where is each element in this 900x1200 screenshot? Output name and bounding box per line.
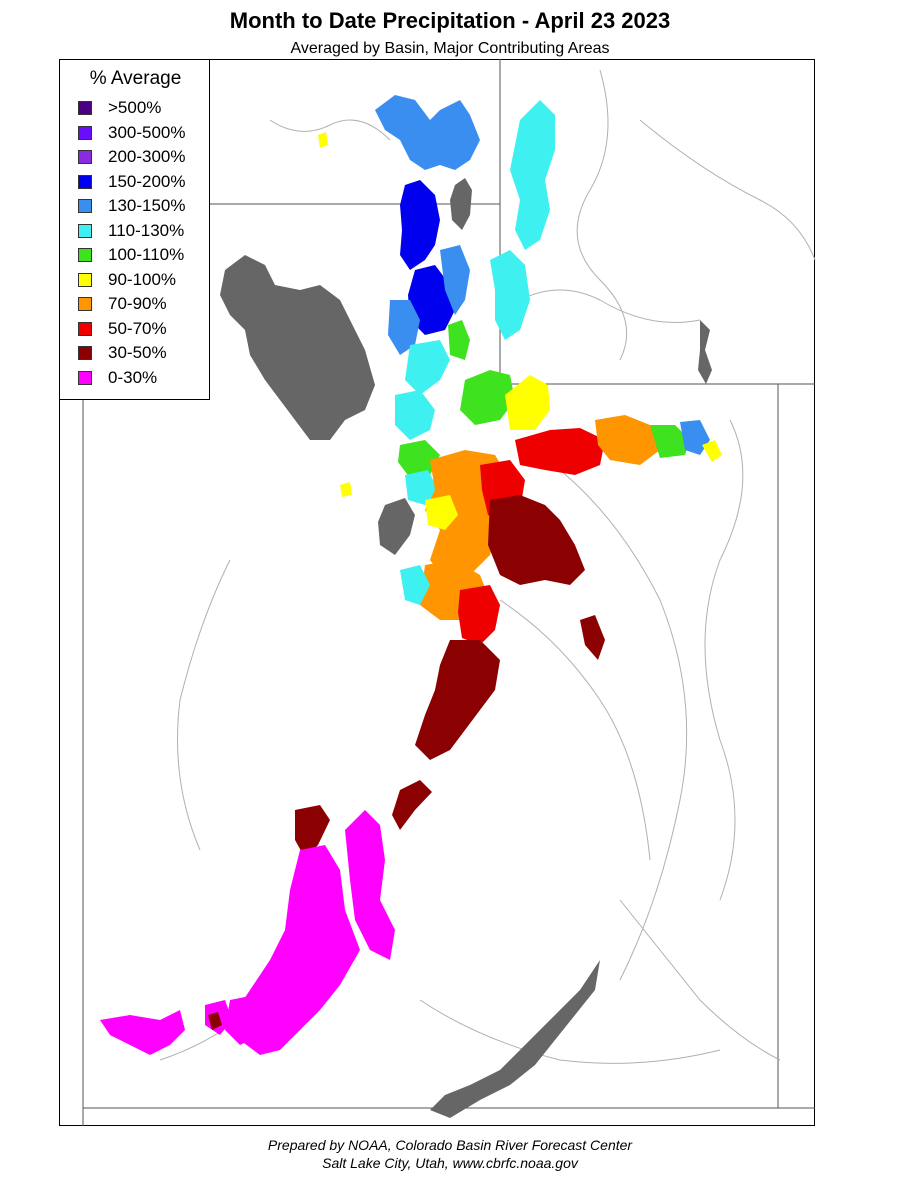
basin-110-130	[490, 250, 530, 340]
basin-70-90	[595, 415, 660, 465]
precip-basins	[100, 95, 722, 1055]
map-subtitle: Averaged by Basin, Major Contributing Ar…	[290, 40, 610, 57]
basin-0-30	[100, 1010, 185, 1055]
basin-100-110	[398, 440, 440, 478]
basin-110-130	[405, 470, 438, 505]
river-line	[269, 119, 391, 141]
legend-swatch	[78, 272, 92, 287]
basin-110-130	[395, 390, 435, 440]
basin-100-110	[448, 320, 470, 360]
basin-130-150	[388, 300, 420, 355]
legend-item: >500%	[78, 98, 161, 118]
lakes	[220, 178, 712, 1118]
river-line	[559, 469, 688, 981]
basin-30-50	[392, 780, 432, 830]
legend-title: % Average	[89, 68, 182, 89]
basin-150-200	[408, 265, 455, 335]
basin-30-50	[295, 805, 330, 858]
legend: % Average >500% 300-500% 200-300% 150-200% 1…	[59, 59, 210, 400]
map-frame	[59, 59, 815, 1126]
basin-30-50	[208, 1012, 222, 1030]
legend-label: 70-90%	[108, 294, 167, 313]
legend-swatch	[78, 321, 92, 336]
legend-item: 110-130%	[78, 221, 184, 241]
legend-item: 0-30%	[78, 368, 157, 388]
legend-swatch	[78, 150, 92, 164]
legend-item: 90-100%	[78, 270, 176, 290]
basin-0-30	[225, 995, 270, 1045]
basin-30-50	[488, 495, 585, 585]
legend-item: 70-90%	[78, 294, 167, 314]
basin-100-110	[650, 425, 690, 458]
basin-90-100	[505, 375, 550, 430]
basin-100-110	[460, 370, 515, 425]
legend-item: 50-70%	[78, 319, 167, 339]
state-boundaries	[82, 59, 815, 1126]
river-line	[704, 419, 744, 901]
credit-line-2: Salt Lake City, Utah, www.cbrfc.noaa.gov	[322, 1155, 578, 1171]
legend-swatch	[78, 223, 92, 238]
basin-90-100	[318, 132, 328, 148]
basin-130-150	[440, 245, 470, 315]
legend-swatch	[78, 101, 92, 115]
basin-30-50	[415, 640, 500, 760]
legend-swatch	[78, 297, 92, 311]
basin-110-130	[405, 340, 450, 395]
legend-label: 110-130%	[108, 220, 185, 240]
basin-110-130	[510, 100, 555, 250]
legend-item: 100-110%	[78, 245, 184, 265]
basin-150-200	[400, 180, 440, 270]
river-network	[159, 69, 816, 1064]
legend-label: 50-70%	[108, 318, 167, 338]
river-line	[499, 599, 651, 861]
legend-label: 30-50%	[108, 343, 167, 362]
basin-0-30	[345, 810, 395, 960]
legend-swatch	[78, 174, 92, 189]
flaming-gorge	[698, 320, 712, 384]
river-line	[519, 289, 701, 323]
basin-90-100	[425, 495, 458, 530]
map-title: Month to Date Precipitation - April 23 2…	[229, 8, 671, 33]
utah-north-border	[499, 204, 815, 385]
legend-label: 100-110%	[108, 245, 185, 264]
river-line	[619, 899, 781, 1061]
basin-50-70	[458, 585, 500, 645]
bear-lake	[450, 178, 472, 230]
legend-label: 0-30%	[108, 367, 158, 387]
legend-label: >500%	[108, 98, 162, 117]
river-line	[419, 999, 721, 1064]
legend-swatch	[78, 370, 92, 385]
river-line	[177, 559, 231, 851]
legend-item: 300-500%	[78, 123, 186, 143]
river-line	[639, 119, 816, 261]
basin-110-130	[400, 565, 430, 605]
basin-30-50	[580, 615, 605, 660]
utah-lake	[378, 498, 415, 555]
legend-label: 300-500%	[108, 122, 186, 142]
legend-swatch	[78, 199, 92, 213]
basin-50-70	[515, 428, 605, 475]
legend-item: 30-50%	[78, 343, 167, 363]
river-line	[576, 69, 628, 361]
legend-item: 130-150%	[78, 196, 186, 216]
basin-90-100	[702, 440, 722, 462]
basin-90-100	[340, 482, 352, 497]
legend-swatch	[78, 125, 92, 140]
legend-item: 200-300%	[78, 147, 186, 167]
legend-label: 150-200%	[108, 171, 186, 191]
great-salt-lake	[220, 255, 375, 440]
legend-label: 90-100%	[108, 269, 177, 289]
legend-swatch	[78, 346, 92, 360]
basin-130-150	[680, 420, 710, 455]
basin-130-150	[375, 95, 480, 170]
legend-label: 200-300%	[108, 147, 186, 166]
credit-line-1: Prepared by NOAA, Colorado Basin River F…	[267, 1137, 633, 1153]
lake-powell	[430, 960, 600, 1118]
legend-swatch	[78, 248, 92, 262]
legend-item: 150-200%	[78, 172, 186, 192]
legend-label: 130-150%	[108, 196, 186, 215]
